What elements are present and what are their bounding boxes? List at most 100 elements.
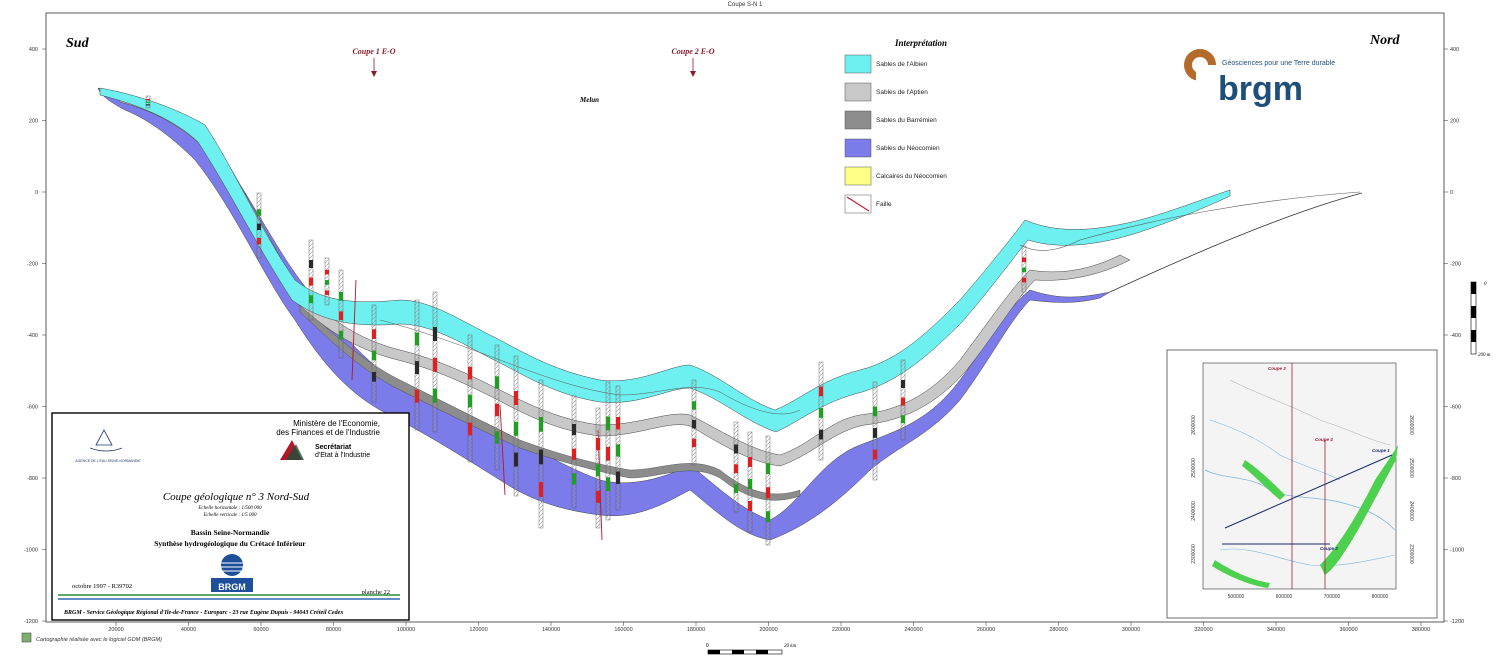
inset-x-axis: 500000 600000 700000 800000 [1228,594,1389,600]
section-marker-label: Coupe 2 E-O [671,47,714,56]
x-tick-label: 340000 [1267,627,1285,633]
borehole [1021,245,1027,293]
legend-swatch [844,110,872,130]
arrow-down-icon [371,71,377,77]
x-tick-label: 120000 [469,627,487,633]
inset-map: Coupe 3 Coupe 4 Coupe 1 Coupe 2 500000 60… [1166,349,1438,619]
inset-y-tick: 2500000 [1408,458,1414,478]
x-tick-label: 60000 [253,627,268,633]
scale-v: Echelle verticale : 1/5 000 [202,513,257,518]
arrow-down-icon [690,71,696,77]
section-frame [45,12,1445,623]
borehole-group [145,95,1027,546]
secretariat-line: Secrétariat [315,444,352,451]
y-axis-right: 400 200 0 -200 -400 -600 -800 -1000 -1200 [1444,47,1464,625]
legend: Interprétation Sables de l'Albien Sables … [844,38,947,214]
inset-y-tick: 2300000 [1408,544,1414,564]
inset-x-tick: 800000 [1372,594,1389,600]
horizontal-scale-bar: 0 20 km [706,643,796,655]
borehole [494,344,500,471]
section-marker-2: Coupe 2 E-O [671,47,715,77]
basin-label: Bassin Seine-Normandie [191,528,270,537]
credit: Cartographie réalisée avec le logiciel G… [21,632,162,643]
legend-label: Sables de l'Albien [876,61,928,68]
scale-label: 20 km [784,644,796,649]
borehole [900,359,906,441]
legend-item: Sables du Néocomien [844,138,940,158]
borehole [414,299,420,431]
x-tick-label: 100000 [397,627,415,633]
scale-h: Echelle horizontale : 1/500 000 [197,506,262,511]
ministry-line: des Finances et de l'Industrie [276,428,380,437]
block-title: Coupe géologique n° 3 Nord-Sud [163,491,310,503]
inset-x-tick: 500000 [1228,594,1245,600]
legend-item: Sables du Barrémien [844,110,937,130]
inset-x-tick: 600000 [1276,594,1293,600]
inset-y-tick: 2600000 [1191,415,1197,435]
borehole [818,361,824,461]
y-tick-label: 400 [1450,47,1459,53]
x-tick-label: 220000 [832,627,850,633]
borehole [872,381,878,481]
y-tick-label: -600 [1450,405,1461,411]
place-label: Melun [579,96,599,104]
y-tick-label: 200 [29,119,38,125]
y-tick-label: -1000 [1450,548,1464,554]
layer-aptien [119,94,1131,467]
synthesis-label: Synthèse hydrogéologique du Crétacé Infé… [154,539,306,548]
inset-label: Coupe 2 [1320,546,1338,551]
y-tick-label: -600 [27,405,38,411]
y-tick-label: -1200 [24,619,38,625]
y-tick-label: -200 [1450,262,1461,268]
topography-line [1019,191,1361,251]
footer-text: BRGM - Service Géologique Régional d'Ile… [63,610,343,616]
section-marker-1: Coupe 1 E-O [352,47,396,77]
x-tick-label: 320000 [1194,627,1212,633]
y-tick-label: -200 [27,262,38,268]
y-tick-label: -400 [1450,333,1461,339]
brgm-emblem: BRGM [211,554,253,592]
inset-y-axis: 2600000 2600000 2500000 2500000 2400000 24000… [1191,415,1414,564]
legend-label: Sables du Barrémien [876,117,937,124]
legend-label: Faille [876,201,892,208]
x-tick-label: 200000 [759,627,777,633]
secretariat-line: d'Etat à l'Industrie [315,452,370,459]
x-tick-label: 240000 [904,627,922,633]
x-tick-label: 260000 [977,627,995,633]
borehole [691,379,697,466]
inset-label: Coupe 3 [1268,366,1286,371]
borehole [615,385,621,511]
x-axis: 20000 40000 60000 80000 100000 120000 140000 16… [108,622,1430,633]
scale-label: 0 [1484,282,1487,287]
borehole [308,239,314,321]
borehole [605,381,611,521]
borehole [338,269,344,359]
x-tick-label: 380000 [1412,627,1430,633]
x-tick-label: 360000 [1339,627,1357,633]
borehole [733,421,739,513]
fault-icon [846,196,870,212]
borehole [571,395,577,509]
x-tick-label: 20000 [108,627,123,633]
north-label: Nord [1369,33,1401,48]
y-tick-label: 400 [29,47,38,53]
scale-label: 200 m [1478,353,1491,358]
y-tick-label: -400 [27,333,38,339]
plate-number: planche 22 [362,589,390,596]
secretariat-logo [280,440,304,460]
inset-y-tick: 2400000 [1408,501,1414,521]
topography-line [379,319,801,415]
inset-label: Coupe 1 [1372,448,1390,453]
borehole [765,435,771,546]
vertical-scale-bar: 0 200 m [1470,281,1491,358]
x-tick-label: 180000 [687,627,705,633]
legend-item: Sables de l'Aptien [844,82,928,102]
base-line [1109,192,1363,293]
x-tick-label: 300000 [1122,627,1140,633]
layer-albien [99,87,1231,433]
y-tick-label: -800 [27,476,38,482]
inset-y-tick: 2400000 [1191,501,1197,521]
brgm-emblem-text: BRGM [218,582,246,592]
inset-x-tick: 700000 [1324,594,1341,600]
borehole [145,95,151,109]
